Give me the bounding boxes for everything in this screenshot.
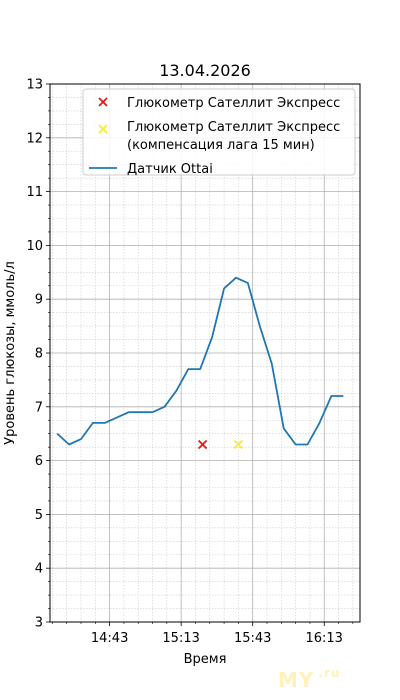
scatter-point-1 [233,439,244,450]
axis-ticks: 3 4 5 6 7 8 9 10 11 12 13 14:43 15:13 15:43 16:13 [26,78,354,646]
x-marker-stroke [98,97,108,107]
legend-entry: Глюкометр Сателлит Экспресс [98,96,340,111]
legend-label: Датчик Ottai [127,162,213,177]
y-tick-label: 11 [26,185,43,200]
y-tick-label: 8 [35,347,43,362]
x-marker-stroke [233,439,244,450]
y-tick-label: 12 [26,131,43,146]
x-tick-label: 15:43 [234,631,271,646]
legend-label: Глюкометр Сателлит Экспресс [127,120,340,135]
y-axis-label: Уровень глюкозы, ммоль/л [3,261,18,445]
y-tick-label: 3 [35,616,43,631]
chart-title: 13.04.2026 [159,61,251,80]
x-tick-label: 16:13 [305,631,342,646]
legend-label: (компенсация лага 15 мин) [127,138,315,153]
y-tick-label: 4 [35,562,43,577]
series-line-ottai [56,276,344,446]
x-marker-stroke [98,124,108,134]
y-tick-label: 6 [35,454,43,469]
legend-label: Глюкометр Сателлит Экспресс [127,96,340,111]
legend-entry: Датчик Ottai [89,162,213,177]
legend-marker [98,124,108,134]
x-axis-label: Время [184,652,227,667]
legend-box [82,88,356,176]
watermark-logo: MY .ru [278,666,341,692]
y-tick-label: 5 [35,508,43,523]
y-tick-label: 10 [26,239,43,254]
y-tick-label: 13 [26,78,43,93]
x-marker-stroke [197,439,208,450]
series-layer [56,276,344,450]
x-tick-label: 15:13 [162,631,199,646]
scatter-point-0 [197,439,208,450]
x-tick-label: 14:43 [91,631,128,646]
y-tick-label: 7 [35,400,43,415]
legend-entry: Глюкометр Сателлит Экспресс (компенсация … [98,120,340,153]
legend-marker [98,97,108,107]
y-tick-label: 9 [35,293,43,308]
